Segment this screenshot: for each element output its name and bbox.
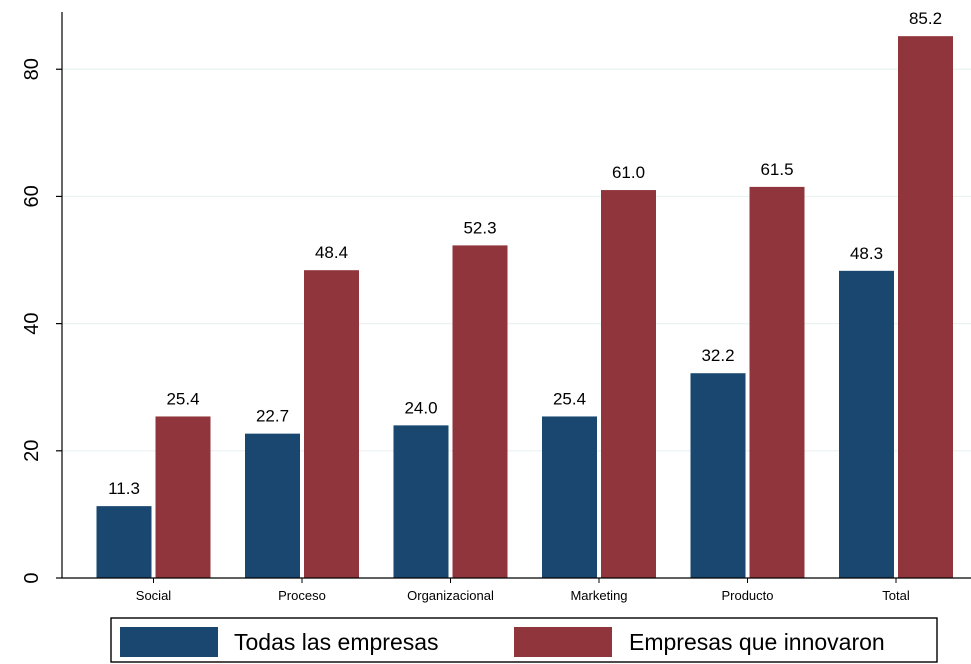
data-label: 11.3 [108,479,140,498]
bar-todas-marketing [542,416,597,578]
data-label: 22.7 [256,407,289,426]
data-label: 48.4 [315,243,348,262]
data-label: 25.4 [166,389,199,408]
grid-lines [62,68,971,452]
y-tick-label: 40 [21,312,43,334]
x-tick-label: Marketing [570,588,627,603]
bar-todas-total [839,270,894,578]
bar-innovaron-social [155,416,211,578]
legend: Todas las empresas Empresas que innovaron [110,617,938,663]
x-tick-label: Social [136,588,172,603]
bar-todas-proceso [245,433,300,578]
data-label: 85.2 [909,9,942,28]
data-label: 52.3 [463,218,496,237]
bar-innovaron-marketing [601,190,656,578]
bar-todas-organizacional [393,425,449,578]
bar-todas-social [96,506,152,578]
data-label: 61.5 [760,160,793,179]
data-labels: 11.3 25.4 22.7 48.4 24.0 52.3 25.4 61.0 32.2 61.5… [108,9,942,498]
axes: 0 20 40 60 80 Social Proceso Organizacional Mark… [21,12,971,603]
legend-swatch [120,627,218,657]
data-label: 25.4 [553,389,586,408]
legend-swatch [514,627,612,657]
bar-innovaron-producto [749,186,805,578]
bars [96,36,953,579]
data-label: 32.2 [701,346,734,365]
x-tick-label: Proceso [278,588,326,603]
legend-label: Empresas que innovaron [629,629,885,655]
data-label: 48.3 [850,244,883,263]
bar-todas-producto [690,373,746,578]
bar-innovaron-total [898,36,953,579]
data-label: 24.0 [404,398,437,417]
legend-label: Todas las empresas [234,629,439,655]
x-tick-label: Total [882,588,910,603]
bar-innovaron-proceso [304,270,359,578]
data-label: 61.0 [612,163,645,182]
bar-innovaron-organizacional [452,245,508,578]
y-tick-label: 80 [21,58,43,80]
y-tick-label: 0 [21,572,43,583]
y-tick-label: 60 [21,185,43,207]
x-tick-label: Producto [721,588,773,603]
y-tick-label: 20 [21,440,43,462]
x-tick-label: Organizacional [407,588,494,603]
